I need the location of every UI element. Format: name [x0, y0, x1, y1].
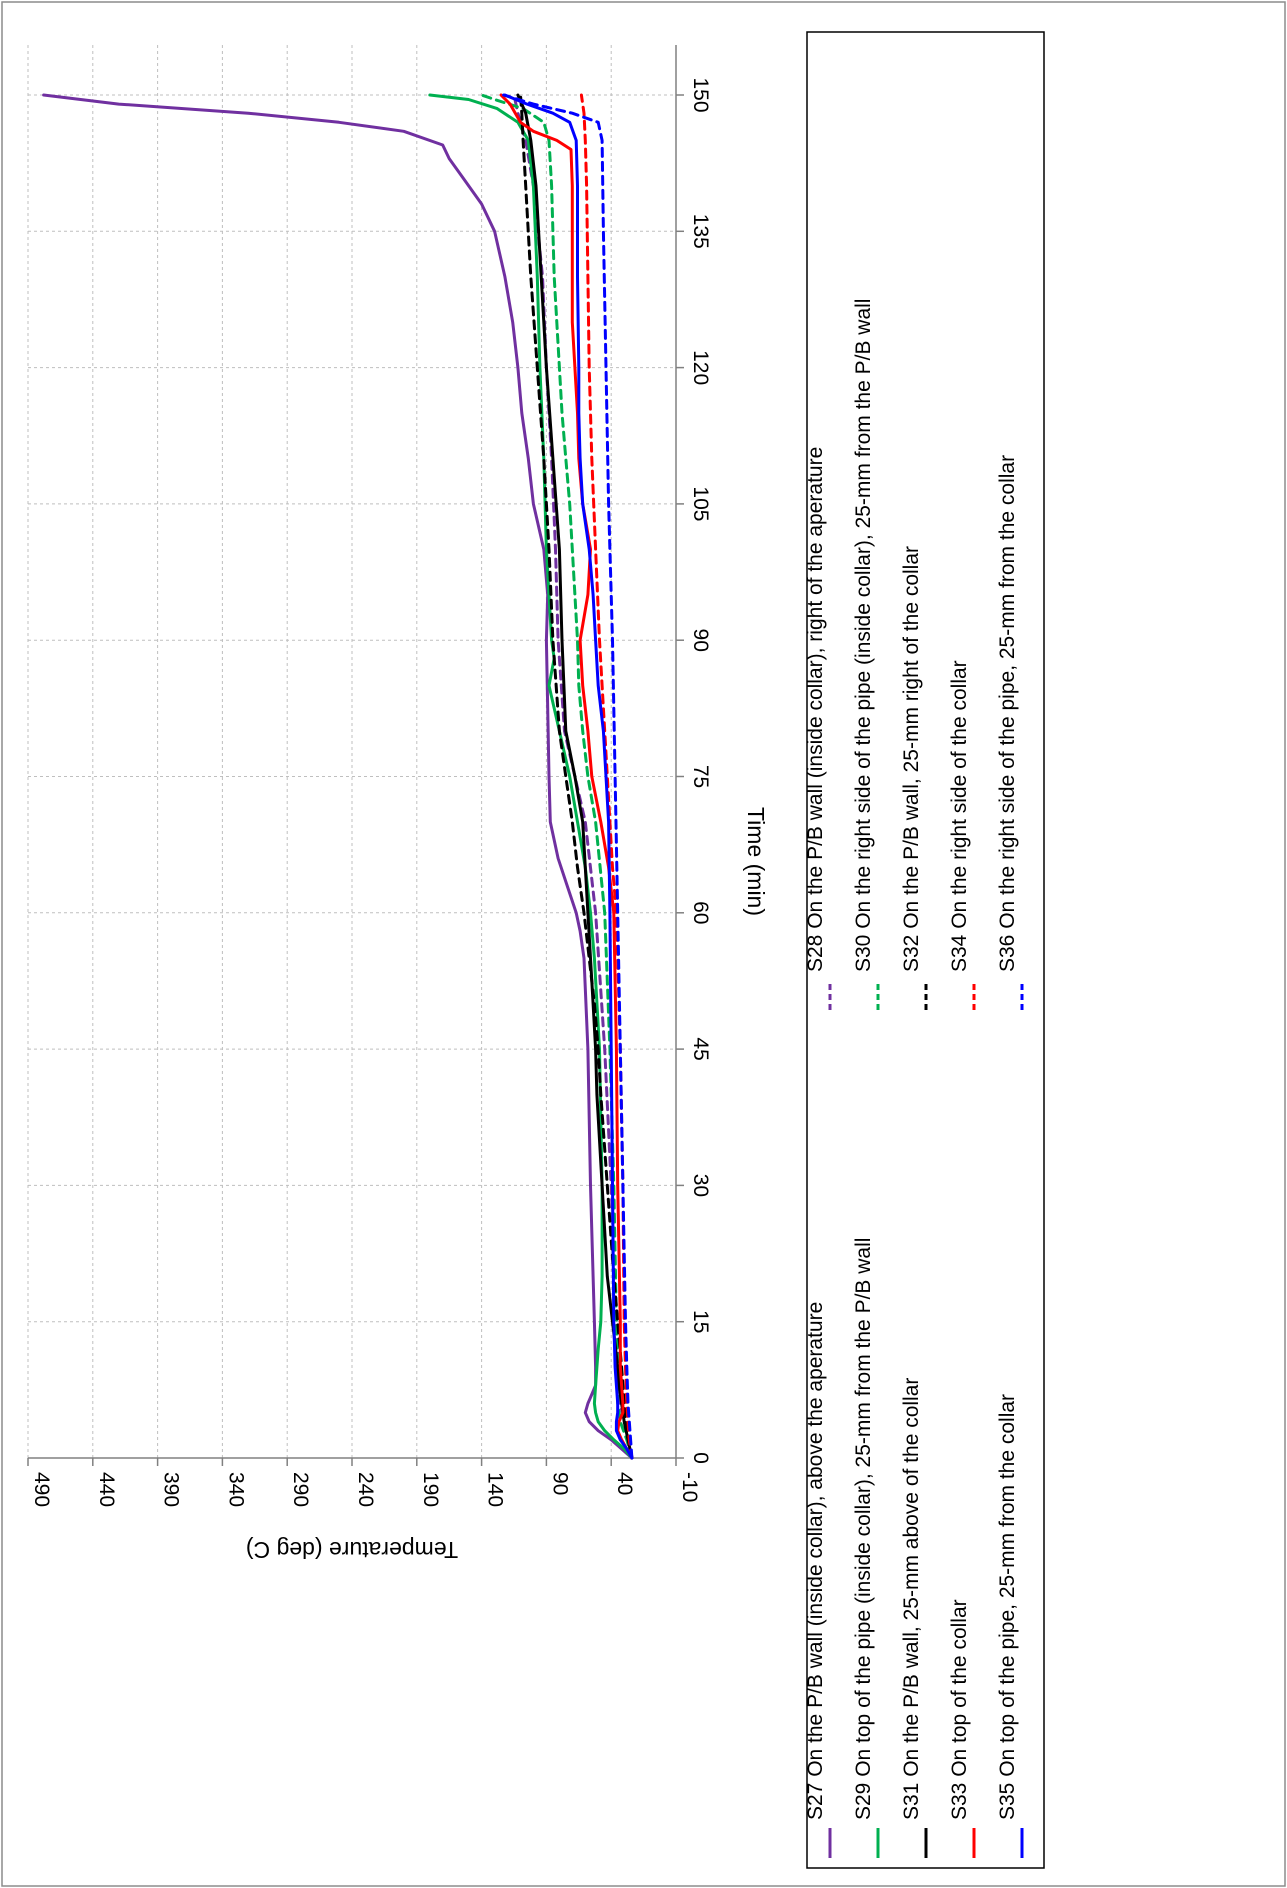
legend-label: S36 On the right side of the pipe, 25-mm… [996, 455, 1019, 972]
legend-item: S33 On top of the collar [948, 1599, 976, 1858]
temperature-tick-label: -10 [678, 1472, 701, 1502]
time-tick-label: 15 [689, 1310, 712, 1333]
time-tick-label: 150 [689, 77, 712, 112]
axes [27, 45, 684, 1466]
temperature-tick-label: 240 [354, 1472, 377, 1507]
series-lines [42, 93, 634, 1460]
temperature-tick-label: 340 [224, 1472, 247, 1507]
series-line-36 [502, 93, 634, 1460]
time-tick-label: 45 [689, 1037, 712, 1060]
time-tick-label: 75 [689, 765, 712, 788]
series-line-33 [499, 93, 634, 1460]
temperature-tick-label: 190 [419, 1472, 442, 1507]
time-tick-label: 105 [689, 486, 712, 521]
temperature-tick-label: 90 [548, 1472, 571, 1495]
time-tick-label: 30 [689, 1174, 712, 1197]
tick-labels: -10 40 90 140 190 240 290 340 390 440 490 0 15 30 45 60… [30, 77, 712, 1507]
legend-label: S34 On the right side of the collar [948, 660, 971, 972]
legend-item: S36 On the right side of the pipe, 25-mm… [996, 455, 1024, 1010]
legend-label: S30 On the right side of the pipe (insid… [852, 299, 875, 972]
y-axis-title: Temperature (deg C) [246, 1537, 458, 1563]
temperature-tick-label: 40 [613, 1472, 636, 1495]
time-tick-label: 135 [689, 214, 712, 249]
legend-item: S35 On top of the pipe, 25-mm from the c… [996, 1394, 1024, 1858]
x-axis-title: Time (min) [743, 807, 769, 916]
temperature-tick-label: 290 [289, 1472, 312, 1507]
series-line-31 [516, 93, 634, 1460]
time-tick-label: 90 [689, 629, 712, 652]
legend-item: S34 On the right side of the collar [948, 660, 976, 1010]
legend-item: S27 On the P/B wall (inside collar), abo… [804, 1302, 832, 1858]
time-tick-label: 0 [689, 1452, 712, 1464]
legend-label: S32 On the P/B wall, 25-mm right of the … [900, 546, 923, 972]
gridlines [27, 45, 676, 1458]
time-tick-label: 120 [689, 350, 712, 385]
legend-label: S31 On the P/B wall, 25-mm above of the … [900, 1378, 923, 1820]
legend-item: S32 On the P/B wall, 25-mm right of the … [900, 546, 928, 1010]
temperature-tick-label: 390 [160, 1472, 183, 1507]
legend-item: S29 On top of the pipe (inside collar), … [852, 1238, 880, 1858]
legend: S27 On the P/B wall (inside collar), abo… [804, 31, 1045, 1869]
temperature-tick-label: 440 [95, 1472, 118, 1507]
legend-label: S27 On the P/B wall (inside collar), abo… [804, 1302, 827, 1820]
legend-label: S28 On the P/B wall (inside collar), rig… [804, 447, 827, 972]
time-tick-label: 60 [689, 901, 712, 924]
temperature-tick-label: 490 [30, 1472, 53, 1507]
temperature-tick-label: 140 [484, 1472, 507, 1507]
series-line-30 [480, 93, 634, 1460]
legend-item: S30 On the right side of the pipe (insid… [852, 299, 880, 1010]
series-line-27 [42, 93, 634, 1460]
legend-label: S35 On top of the pipe, 25-mm from the c… [996, 1394, 1019, 1820]
series-line-35 [503, 93, 634, 1460]
legend-label: S33 On top of the collar [948, 1599, 971, 1820]
legend-label: S29 On top of the pipe (inside collar), … [852, 1238, 875, 1820]
legend-item: S28 On the P/B wall (inside collar), rig… [804, 447, 832, 1010]
legend-box [806, 31, 1045, 1869]
legend-item: S31 On the P/B wall, 25-mm above of the … [900, 1378, 928, 1858]
